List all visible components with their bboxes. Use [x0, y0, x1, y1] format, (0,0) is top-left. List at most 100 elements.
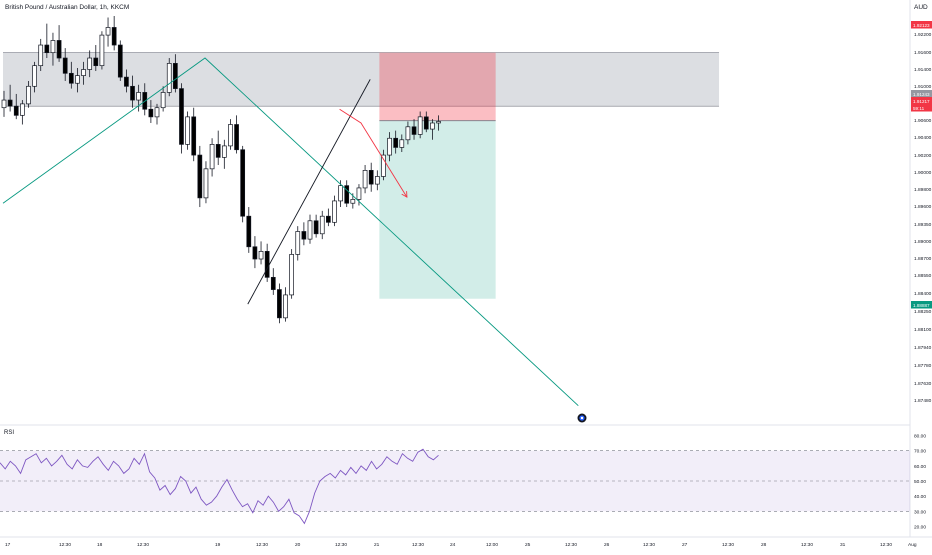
- candle[interactable]: [1, 90, 7, 117]
- tradingview-logo-icon[interactable]: [577, 413, 587, 423]
- rsi-tick-label: 60.00: [914, 464, 926, 470]
- candle[interactable]: [62, 48, 68, 81]
- candle-body-up: [374, 176, 380, 185]
- candle[interactable]: [148, 100, 154, 123]
- candle[interactable]: [215, 130, 221, 166]
- candle[interactable]: [185, 111, 190, 150]
- candle[interactable]: [117, 40, 123, 81]
- candle[interactable]: [295, 226, 301, 261]
- candle[interactable]: [111, 16, 117, 51]
- candle[interactable]: [87, 50, 93, 78]
- candle[interactable]: [423, 111, 429, 133]
- candle-body-up: [319, 215, 325, 235]
- candle[interactable]: [368, 162, 374, 192]
- trendline-0[interactable]: [2, 57, 579, 407]
- position-target-box[interactable]: [379, 120, 496, 299]
- candle[interactable]: [436, 115, 441, 131]
- candle[interactable]: [38, 38, 44, 72]
- candle[interactable]: [301, 222, 307, 246]
- candle[interactable]: [319, 210, 325, 240]
- candle[interactable]: [393, 130, 399, 154]
- time-tick-label: 31: [840, 542, 846, 548]
- candle[interactable]: [362, 165, 368, 194]
- candle[interactable]: [417, 111, 423, 139]
- price-tick-label: 1.87480: [914, 398, 932, 404]
- candles-layer[interactable]: [1, 16, 441, 324]
- candle[interactable]: [154, 103, 160, 125]
- candle[interactable]: [228, 119, 233, 150]
- candle[interactable]: [221, 139, 227, 169]
- candle[interactable]: [387, 132, 392, 162]
- candle[interactable]: [99, 31, 105, 70]
- candle-body-up: [154, 107, 160, 118]
- candle[interactable]: [209, 138, 215, 177]
- candle[interactable]: [289, 249, 294, 299]
- candle[interactable]: [430, 119, 435, 140]
- rsi-pane[interactable]: [0, 448, 910, 525]
- price-tick-label: 1.88250: [914, 309, 932, 315]
- candle[interactable]: [313, 214, 319, 238]
- candle-body-down: [411, 126, 417, 135]
- symbol-title[interactable]: British Pound / Australian Dollar, 1h, K…: [5, 4, 129, 11]
- price-tick-label: 1.89600: [914, 204, 932, 210]
- candle[interactable]: [20, 100, 25, 125]
- zone-box[interactable]: [3, 52, 720, 107]
- candle-body-up: [350, 199, 356, 204]
- candle[interactable]: [179, 83, 184, 154]
- candle[interactable]: [124, 69, 129, 93]
- candle[interactable]: [307, 214, 313, 244]
- price-tick-label: 1.90600: [914, 118, 932, 124]
- candle[interactable]: [240, 145, 246, 223]
- candle[interactable]: [332, 195, 337, 227]
- time-tick-label: 12:30: [335, 542, 347, 548]
- candle[interactable]: [32, 61, 37, 93]
- candle[interactable]: [191, 107, 197, 162]
- candle[interactable]: [203, 161, 209, 204]
- candle[interactable]: [277, 283, 282, 324]
- position-stop-box[interactable]: [379, 52, 496, 121]
- price-tick-label: 1.87630: [914, 381, 932, 387]
- candle[interactable]: [405, 121, 411, 145]
- candle[interactable]: [81, 61, 86, 85]
- rsi-line[interactable]: [0, 448, 439, 525]
- candle[interactable]: [399, 134, 405, 153]
- candle[interactable]: [130, 75, 135, 108]
- rsi-tick-label: 40.00: [914, 494, 926, 500]
- candle-body-down: [234, 124, 239, 151]
- drawings-layer[interactable]: [2, 57, 579, 407]
- candle[interactable]: [374, 170, 380, 191]
- forecast-arrow[interactable]: [339, 108, 408, 198]
- candle[interactable]: [270, 268, 276, 295]
- candle[interactable]: [160, 86, 166, 112]
- candle-body-down: [124, 76, 129, 87]
- rsi-title[interactable]: RSI: [4, 430, 14, 436]
- candle[interactable]: [258, 241, 264, 265]
- candle[interactable]: [26, 80, 31, 108]
- candle[interactable]: [105, 17, 111, 47]
- time-axis[interactable]: 17 12:30 18 12:30 19 12:30 20 12:30 21 12:30 24 12:…: [5, 542, 917, 548]
- candle[interactable]: [326, 208, 331, 227]
- candle[interactable]: [283, 287, 288, 322]
- candle[interactable]: [56, 25, 62, 62]
- candle[interactable]: [246, 207, 252, 253]
- candle[interactable]: [75, 67, 80, 93]
- candle[interactable]: [68, 61, 74, 89]
- candle[interactable]: [44, 23, 50, 59]
- candle-body-up: [307, 220, 313, 240]
- candle[interactable]: [173, 54, 178, 93]
- trendline-1[interactable]: [247, 79, 371, 305]
- candle[interactable]: [7, 84, 13, 112]
- candle[interactable]: [197, 145, 203, 208]
- candle[interactable]: [234, 115, 239, 154]
- candle[interactable]: [93, 45, 99, 72]
- candle[interactable]: [344, 180, 350, 208]
- candle[interactable]: [50, 32, 56, 66]
- candle[interactable]: [411, 119, 417, 140]
- candle[interactable]: [166, 58, 172, 97]
- candle[interactable]: [252, 236, 258, 269]
- candle[interactable]: [136, 84, 141, 112]
- candle[interactable]: [381, 149, 386, 181]
- candle[interactable]: [13, 93, 19, 120]
